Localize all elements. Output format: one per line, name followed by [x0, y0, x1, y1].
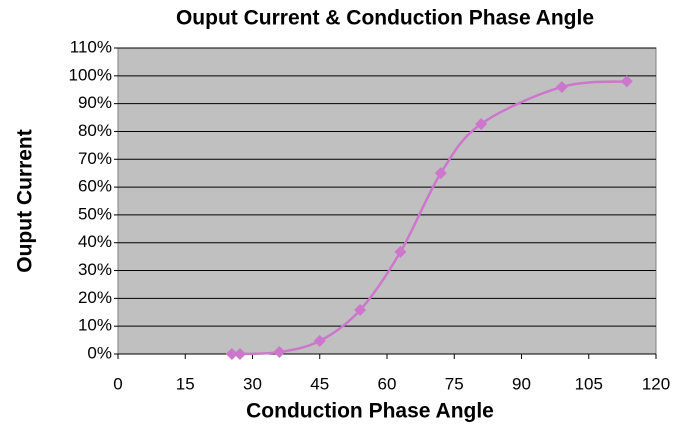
x-tick-label: 0: [113, 374, 122, 393]
y-tick-label: 20%: [78, 288, 112, 307]
y-tick-label: 30%: [78, 260, 112, 279]
y-tick-label: 0%: [87, 343, 112, 362]
y-axis-label: Ouput Current: [14, 129, 37, 272]
point-marker: [354, 304, 367, 317]
chart-title: Ouput Current & Conduction Phase Angle: [176, 7, 594, 30]
x-axis-label: Conduction Phase Angle: [246, 400, 494, 423]
point-marker: [233, 348, 246, 360]
point-marker: [313, 334, 326, 347]
point-marker: [475, 117, 488, 130]
x-tick-label: 30: [243, 374, 262, 393]
point-marker: [434, 167, 447, 180]
y-tick-label: 60%: [78, 177, 112, 196]
y-tick-label: 10%: [78, 316, 112, 335]
x-tick-label: 75: [445, 374, 464, 393]
y-tick-label: 50%: [78, 204, 112, 223]
x-tick-label: 15: [176, 374, 195, 393]
point-marker: [620, 75, 633, 88]
y-tick-label: 70%: [78, 149, 112, 168]
series-line: [231, 80, 627, 356]
x-tick-label: 60: [378, 374, 397, 393]
point-marker: [555, 80, 568, 93]
y-tick-label: 100%: [69, 65, 112, 84]
y-tick-label: 110%: [70, 37, 112, 56]
x-tick-label: 90: [512, 374, 531, 393]
x-tick-label: 105: [575, 374, 603, 393]
point-marker: [394, 245, 407, 258]
y-tick-label: 90%: [78, 93, 112, 112]
point-marker: [273, 346, 286, 359]
point-marker: [225, 348, 238, 360]
y-tick-label: 80%: [78, 121, 112, 140]
plot-area: [117, 47, 657, 355]
x-tick-label: 120: [642, 374, 670, 393]
x-tick-label: 45: [310, 374, 329, 393]
y-tick-label: 40%: [78, 232, 112, 251]
